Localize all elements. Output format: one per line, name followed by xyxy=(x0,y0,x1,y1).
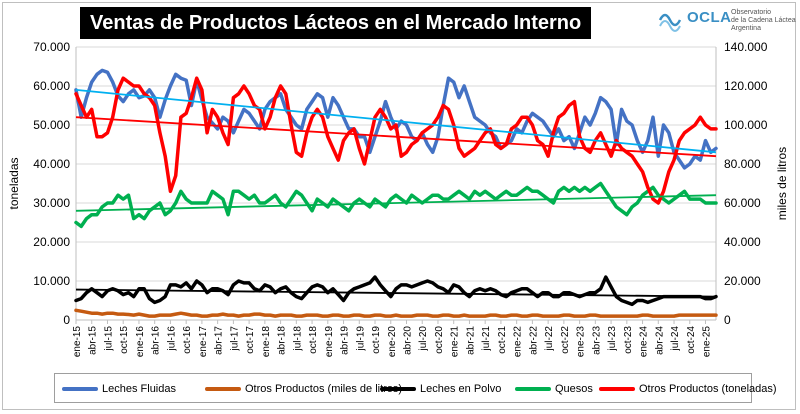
y-axis-right-label: miles de litros xyxy=(775,147,789,220)
logo-subtitle-line: Observatorio xyxy=(731,9,772,16)
x-tick-label: ene-21 xyxy=(450,326,461,358)
x-tick-label: ene-20 xyxy=(387,326,398,358)
series-line-otros-productos-miles-de-litros xyxy=(74,308,718,318)
logo-brand: OCLA xyxy=(687,9,732,26)
y-axis-left-label: toneladas xyxy=(7,157,21,209)
trend-line xyxy=(75,288,717,298)
series-line-otros-productos-toneladas xyxy=(74,76,718,205)
x-tick-label: abr-19 xyxy=(340,326,351,355)
legend-label: Leches en Polvo xyxy=(420,383,502,395)
x-tick-label: jul-15 xyxy=(103,326,114,352)
chart-legend: Leches Fluidas Otros Productos (miles de… xyxy=(54,373,777,403)
legend-item-leches-fluidas: Leches Fluidas xyxy=(62,381,176,397)
ocla-logo: OCLA Observatorio de la Cadena Láctea Ar… xyxy=(658,6,798,40)
y-left-tick-label: 40.000 xyxy=(33,157,70,171)
x-tick-label: ene-18 xyxy=(261,326,272,358)
y-right-tick-label: 0 xyxy=(724,313,731,327)
y-left-tick-label: 70.000 xyxy=(33,40,70,54)
chart-title: Ventas de Productos Lácteos en el Mercad… xyxy=(80,7,592,39)
legend-item-otros-productos-toneladas: Otros Productos (toneladas) xyxy=(599,381,777,397)
legend-swatch xyxy=(380,387,416,391)
y-right-tick-label: 60.000 xyxy=(724,196,761,210)
x-tick-label: jul-23 xyxy=(607,326,618,352)
x-axis: ene-15 abr-15 jul-15 oct-15 ene-16 abr-16 jul-… xyxy=(72,320,713,357)
y-left-tick-label: 0 xyxy=(63,313,70,327)
x-tick-label: oct-16 xyxy=(182,326,193,354)
y-left-tick-label: 50.000 xyxy=(33,118,70,132)
legend-item-leches-en-polvo: Leches en Polvo xyxy=(380,381,501,397)
x-tick-label: oct-15 xyxy=(119,326,130,354)
y-right-tick-label: 100.000 xyxy=(724,118,768,132)
x-tick-label: ene-19 xyxy=(324,326,335,358)
trend-lines xyxy=(75,89,717,298)
x-tick-label: oct-21 xyxy=(497,326,508,354)
logo-subtitle-line: de la Cadena Láctea xyxy=(731,17,796,24)
x-tick-label: abr-17 xyxy=(214,326,225,355)
legend-item-quesos: Quesos xyxy=(515,381,593,397)
x-tick-label: ene-16 xyxy=(135,326,146,358)
y-left-tick-label: 10.000 xyxy=(33,274,70,288)
legend-label: Otros Productos (toneladas) xyxy=(639,383,777,395)
x-tick-label: ene-24 xyxy=(639,326,650,358)
chart-frame xyxy=(2,2,796,410)
x-tick-label: jul-24 xyxy=(670,326,681,352)
legend-swatch xyxy=(62,387,98,391)
legend-swatch xyxy=(599,387,635,391)
x-tick-label: abr-20 xyxy=(402,326,413,355)
x-tick-label: oct-23 xyxy=(623,326,634,354)
series-line-leches-en-polvo xyxy=(74,275,718,307)
series-line-leches-fluidas xyxy=(74,68,718,170)
x-tick-label: ene-15 xyxy=(72,326,83,358)
x-tick-label: ene-23 xyxy=(576,326,587,358)
x-tick-label: oct-24 xyxy=(686,326,697,354)
x-tick-label: jul-18 xyxy=(292,326,303,352)
y-right-tick-label: 40.000 xyxy=(724,235,761,249)
trend-line xyxy=(75,89,717,154)
y-left-tick-label: 20.000 xyxy=(33,235,70,249)
ocla-logo-icon xyxy=(658,13,682,32)
trend-line xyxy=(75,194,717,212)
x-tick-label: ene-22 xyxy=(513,326,524,358)
x-tick-label: jul-19 xyxy=(355,326,366,352)
x-tick-label: jul-17 xyxy=(229,326,240,352)
x-tick-label: abr-24 xyxy=(654,326,665,355)
x-tick-label: abr-16 xyxy=(151,326,162,355)
legend-label: Leches Fluidas xyxy=(102,383,176,395)
y-left-tick-label: 30.000 xyxy=(33,196,70,210)
trend-line xyxy=(75,116,717,158)
legend-swatch xyxy=(515,387,551,391)
x-tick-label: ene-25 xyxy=(702,326,713,358)
logo-subtitle-line: Argentina xyxy=(731,25,761,32)
x-tick-label: jul-16 xyxy=(166,326,177,352)
y-axis-left: 0 10.000 20.000 30.000 40.000 50.000 60.000 70.… xyxy=(33,40,70,327)
x-tick-label: oct-17 xyxy=(245,326,256,354)
x-tick-label: oct-18 xyxy=(308,326,319,354)
x-tick-label: jul-22 xyxy=(544,326,555,352)
y-right-tick-label: 80.000 xyxy=(724,157,761,171)
x-tick-label: jul-21 xyxy=(481,326,492,352)
y-left-tick-label: 60.000 xyxy=(33,79,70,93)
x-tick-label: jul-20 xyxy=(418,326,429,352)
legend-item-otros-productos-litros: Otros Productos (miles de litros) xyxy=(205,381,402,397)
x-tick-label: abr-21 xyxy=(465,326,476,355)
logo-subtitle: Observatorio de la Cadena Láctea Argenti… xyxy=(731,9,800,33)
x-tick-label: oct-20 xyxy=(434,326,445,354)
series-line-quesos xyxy=(74,181,718,229)
series-lines xyxy=(74,68,718,318)
x-tick-label: abr-23 xyxy=(591,326,602,355)
legend-label: Otros Productos (miles de litros) xyxy=(245,383,403,395)
legend-label: Quesos xyxy=(555,383,593,395)
x-tick-label: oct-19 xyxy=(371,326,382,354)
x-tick-label: abr-18 xyxy=(277,326,288,355)
y-right-tick-label: 140.000 xyxy=(724,40,768,54)
x-tick-label: oct-22 xyxy=(560,326,571,354)
x-tick-label: abr-15 xyxy=(88,326,99,355)
x-tick-label: abr-22 xyxy=(528,326,539,355)
legend-swatch xyxy=(205,387,241,391)
y-axis-right: 0 20.000 40.000 60.000 80.000 100.000 120.000 1… xyxy=(724,40,768,327)
y-right-tick-label: 120.000 xyxy=(724,79,768,93)
y-right-tick-label: 20.000 xyxy=(724,274,761,288)
x-tick-label: ene-17 xyxy=(198,326,209,358)
